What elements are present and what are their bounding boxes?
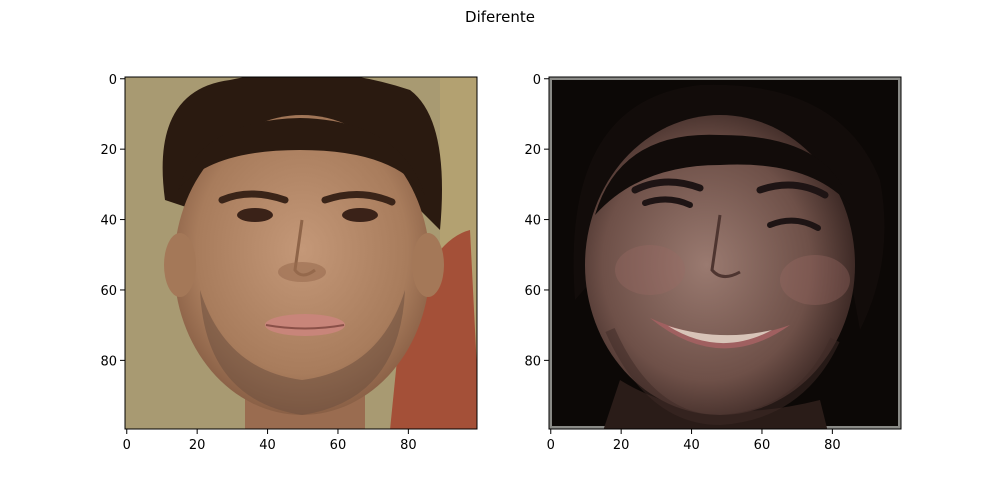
- left-eye-right: [342, 208, 378, 222]
- right-ytick-label: 80: [524, 354, 541, 369]
- left-ytick-label: 0: [109, 73, 117, 88]
- left-xtick-label: 40: [259, 438, 276, 453]
- left-face-photo: [125, 77, 477, 429]
- left-shoulder-region: [390, 230, 477, 429]
- left-lips: [265, 314, 345, 336]
- left-ytick-label: 60: [100, 284, 117, 299]
- left-xtick-label: 20: [189, 438, 206, 453]
- right-axes: 0 20 40 60 80 0 20 40 60 80: [524, 73, 902, 453]
- left-eye-left: [237, 208, 273, 222]
- right-face-photo: [549, 77, 901, 429]
- right-eye-right: [767, 217, 821, 231]
- left-beard: [200, 290, 405, 415]
- right-xtick-label: 60: [754, 438, 771, 453]
- left-xtick-label: 0: [123, 438, 131, 453]
- right-xtick-label: 20: [613, 438, 630, 453]
- right-ytick-label: 60: [524, 284, 541, 299]
- left-xtick-label: 60: [330, 438, 347, 453]
- right-axes-frame: [548, 76, 902, 430]
- left-axes: 0 20 40 60 80 0 20 40 60 80: [100, 73, 478, 453]
- left-ytick-label: 80: [100, 354, 117, 369]
- right-ytick-label: 0: [533, 73, 541, 88]
- left-xtick-label: 80: [400, 438, 417, 453]
- right-xtick-label: 0: [547, 438, 555, 453]
- right-ytick-label: 40: [524, 214, 541, 229]
- right-ytick-label: 20: [524, 143, 541, 158]
- left-axes-frame: [124, 76, 478, 430]
- right-eye-left: [642, 196, 693, 208]
- right-xtick-label: 40: [683, 438, 700, 453]
- right-teeth: [668, 326, 772, 344]
- figure-title: Diferente: [465, 8, 535, 26]
- left-ytick-label: 40: [100, 214, 117, 229]
- left-hair: [162, 77, 442, 230]
- right-lips: [650, 318, 790, 349]
- left-ytick-label: 20: [100, 143, 117, 158]
- right-face: [585, 115, 855, 415]
- right-xtick-label: 80: [824, 438, 841, 453]
